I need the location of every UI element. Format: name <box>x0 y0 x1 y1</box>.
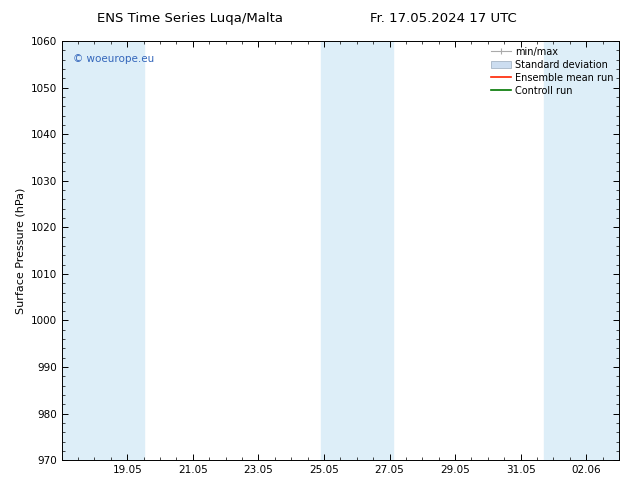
Legend: min/max, Standard deviation, Ensemble mean run, Controll run: min/max, Standard deviation, Ensemble me… <box>488 43 617 99</box>
Text: ENS Time Series Luqa/Malta: ENS Time Series Luqa/Malta <box>97 12 283 25</box>
Bar <box>321 41 393 460</box>
Text: © woeurope.eu: © woeurope.eu <box>73 53 154 64</box>
Text: Fr. 17.05.2024 17 UTC: Fr. 17.05.2024 17 UTC <box>370 12 517 25</box>
Bar <box>543 41 619 460</box>
Bar <box>61 41 144 460</box>
Y-axis label: Surface Pressure (hPa): Surface Pressure (hPa) <box>15 187 25 314</box>
